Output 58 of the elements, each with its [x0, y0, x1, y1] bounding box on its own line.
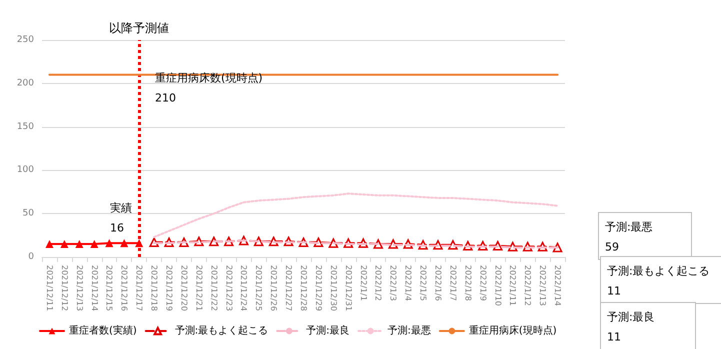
x-tick-label: 2022/1/5	[418, 265, 428, 301]
legend-label: 重症用病床(現時点)	[468, 324, 557, 336]
point	[75, 240, 84, 248]
x-tick-label: 2022/1/4	[404, 265, 413, 301]
legend-label: 予測:最悪	[388, 324, 431, 336]
x-tick-label: 2021/12/20	[179, 265, 188, 312]
x-tick-label: 2021/12/23	[224, 265, 234, 312]
x-tick-label: 2021/12/31	[344, 265, 353, 312]
ref-line-label: 以降予測値	[109, 21, 170, 35]
x-tick-label: 2022/1/10	[493, 265, 502, 306]
legend-label: 重症者数(実績)	[69, 324, 137, 336]
x-tick-label: 2022/1/8	[463, 265, 472, 301]
x-tick-label: 2021/12/13	[74, 265, 84, 312]
x-tick-label: 2021/12/16	[120, 265, 129, 312]
text: 予測:最もよく起こる 11	[607, 264, 710, 298]
x-tick-label: 2021/12/14	[90, 265, 99, 312]
x-tick-label: 2021/12/22	[209, 265, 218, 312]
point	[105, 239, 114, 248]
y-tick-label: 150	[16, 122, 34, 132]
x-tick-label: 2021/12/17	[134, 265, 144, 312]
x-tick-label: 2021/12/28	[299, 265, 308, 312]
x-tick-label: 2022/1/1	[358, 265, 368, 301]
point	[45, 240, 54, 248]
x-tick-label: 2022/1/12	[523, 265, 532, 306]
annotation: 実績 16	[110, 202, 132, 234]
x-tick-label: 2022/1/11	[508, 265, 518, 306]
legend-label: 予測:最良	[306, 324, 350, 336]
x-tick-label: 2021/12/26	[269, 265, 278, 312]
x-tick-label: 2021/12/24	[239, 265, 248, 312]
x-tick-label: 2022/1/14	[553, 265, 562, 306]
annotation: 重症用病床数(現時点) 210	[155, 72, 263, 104]
text: 予測:最悪 59	[605, 220, 653, 254]
x-tick-label: 2021/12/19	[164, 265, 174, 312]
y-tick-label: 50	[22, 208, 34, 219]
x-tick-label: 2022/1/6	[433, 265, 442, 301]
point	[120, 239, 128, 248]
point	[60, 240, 68, 248]
x-tick-label: 2021/12/21	[194, 265, 204, 312]
x-tick-label: 2021/12/18	[150, 265, 159, 312]
point	[90, 240, 98, 248]
x-tick-label: 2021/12/25	[254, 265, 264, 312]
y-tick-label: 200	[16, 78, 34, 88]
x-tick-label: 2021/12/11	[44, 265, 54, 312]
x-tick-label: 2021/12/30	[328, 265, 338, 312]
text: 予測:最良 11	[607, 310, 655, 344]
x-tick-label: 2022/1/7	[448, 265, 458, 301]
y-tick-label: 250	[16, 35, 34, 45]
y-tick-label: 0	[28, 252, 34, 262]
x-tick-label: 2021/12/15	[104, 265, 114, 312]
x-tick-label: 2021/12/29	[314, 265, 323, 312]
legend-label: 予測:最もよく起こる	[174, 324, 268, 336]
x-tick-label: 2021/12/12	[60, 265, 69, 312]
x-tick-label: 2021/12/27	[284, 265, 294, 312]
x-tick-label: 2022/1/9	[478, 265, 488, 301]
x-tick-label: 2022/1/2	[374, 265, 383, 301]
x-tick-label: 2022/1/3	[388, 265, 398, 301]
y-tick-label: 100	[16, 165, 34, 176]
x-tick-label: 2022/1/13	[538, 265, 548, 306]
